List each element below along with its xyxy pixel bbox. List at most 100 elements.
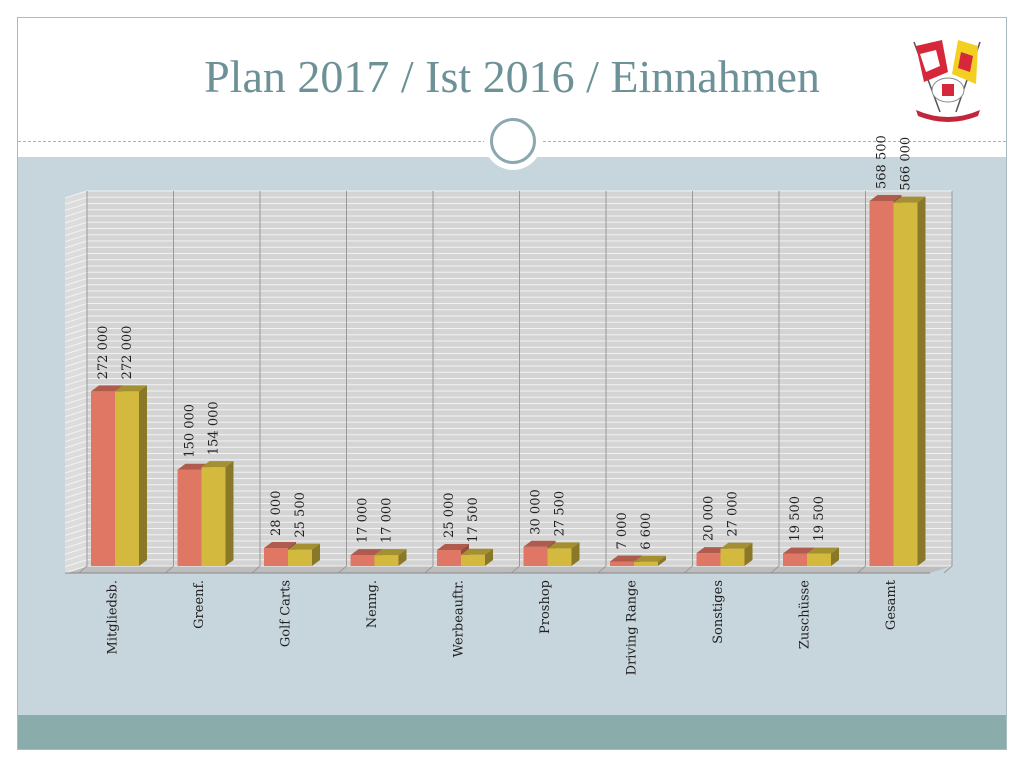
bar xyxy=(634,561,658,566)
bar-side xyxy=(485,548,493,566)
data-label: 28 000 xyxy=(269,491,284,537)
gridline-side xyxy=(64,503,88,511)
bar xyxy=(115,391,139,566)
category-tick xyxy=(684,565,693,574)
gridline-side xyxy=(64,565,88,574)
gridline-side xyxy=(64,415,88,424)
bar xyxy=(91,391,115,566)
gridline-side xyxy=(64,265,88,274)
bar-top xyxy=(374,549,407,556)
bar-side xyxy=(658,555,666,566)
gridline-side xyxy=(64,228,88,236)
gridline-side xyxy=(64,521,88,530)
gridline-side xyxy=(64,428,88,436)
golf-club-flags-logo xyxy=(913,40,981,122)
gridline-side xyxy=(64,353,88,361)
gridline-side xyxy=(64,309,88,318)
bar xyxy=(350,555,375,566)
gridline-side xyxy=(64,246,88,255)
category-label: Proshop xyxy=(538,580,553,634)
category-label: Gesamt xyxy=(884,579,899,630)
gridline-side xyxy=(64,215,88,224)
gridline-side xyxy=(64,334,88,343)
gridline-side xyxy=(64,378,88,386)
gridline-side xyxy=(64,528,88,536)
gridline-side xyxy=(64,259,88,268)
bar-top xyxy=(720,542,753,549)
data-label: 25 000 xyxy=(442,492,457,538)
bar-top xyxy=(807,547,839,554)
gridline-side xyxy=(64,459,88,468)
gridline-side xyxy=(64,203,88,211)
bar-top xyxy=(201,461,234,468)
category-label: Driving Range xyxy=(624,580,639,676)
bar-top xyxy=(893,196,926,203)
data-label: 150 000 xyxy=(183,404,198,458)
gridline-side xyxy=(64,321,88,330)
gridline-side xyxy=(64,465,88,474)
category-tick xyxy=(251,565,261,574)
bar xyxy=(264,548,288,566)
gridline-side xyxy=(64,434,88,443)
gridline-side xyxy=(64,296,88,305)
data-label: 30 000 xyxy=(529,489,544,535)
category-label: Werbeauftr. xyxy=(451,580,466,657)
gridline-side xyxy=(64,409,88,418)
bar-side xyxy=(398,549,407,566)
category-label: Sonstiges xyxy=(711,580,726,644)
gridline-side xyxy=(64,403,88,411)
category-label: Nenng. xyxy=(365,580,380,628)
gridline-side xyxy=(64,396,88,405)
bar xyxy=(696,553,721,566)
gridline-side xyxy=(64,328,88,336)
gridline-side xyxy=(64,478,88,486)
bar-side xyxy=(917,196,926,566)
gridline-side xyxy=(64,384,88,393)
gridline-side xyxy=(64,271,88,280)
bar-top xyxy=(461,548,493,555)
logo-banner xyxy=(916,110,980,122)
bar-top xyxy=(288,543,320,550)
bar-side xyxy=(571,542,580,566)
bar xyxy=(783,553,807,566)
gridline-side xyxy=(64,496,88,505)
footer-bar xyxy=(18,715,1006,749)
gridline-side xyxy=(64,315,88,324)
gridline-side xyxy=(64,234,88,243)
gridline-side xyxy=(64,196,88,205)
bar xyxy=(461,554,485,566)
category-tick xyxy=(78,565,88,574)
gridline-side xyxy=(64,346,88,355)
gridline-side xyxy=(64,359,88,368)
bar xyxy=(893,202,918,566)
gridline-side xyxy=(64,209,88,218)
flag-right-red xyxy=(958,52,973,72)
data-label: 19 500 xyxy=(812,496,827,542)
bar-top xyxy=(115,385,147,392)
gridline-side xyxy=(64,253,88,261)
data-label: 272 000 xyxy=(96,326,111,380)
flag-left-white xyxy=(920,50,940,72)
bar-side xyxy=(139,385,147,566)
gridline-side xyxy=(64,534,88,543)
category-label: Zuschüsse xyxy=(797,580,812,649)
bar xyxy=(869,201,894,566)
data-label: 17 500 xyxy=(466,497,481,543)
category-tick xyxy=(597,565,607,574)
bar-side xyxy=(831,547,839,566)
bar-top xyxy=(264,542,296,549)
bar xyxy=(201,467,226,566)
bar xyxy=(720,548,745,566)
category-tick xyxy=(511,565,520,574)
data-label: 154 000 xyxy=(207,401,222,455)
bar xyxy=(437,549,461,566)
gridline-side xyxy=(64,490,88,499)
gridline-side xyxy=(64,290,88,299)
gridline-side xyxy=(64,240,88,249)
bar-side xyxy=(312,543,320,566)
gridline-side xyxy=(64,440,88,449)
gridline-side xyxy=(64,453,88,461)
bar-side xyxy=(744,542,753,566)
category-label: Golf Carts xyxy=(278,580,293,647)
